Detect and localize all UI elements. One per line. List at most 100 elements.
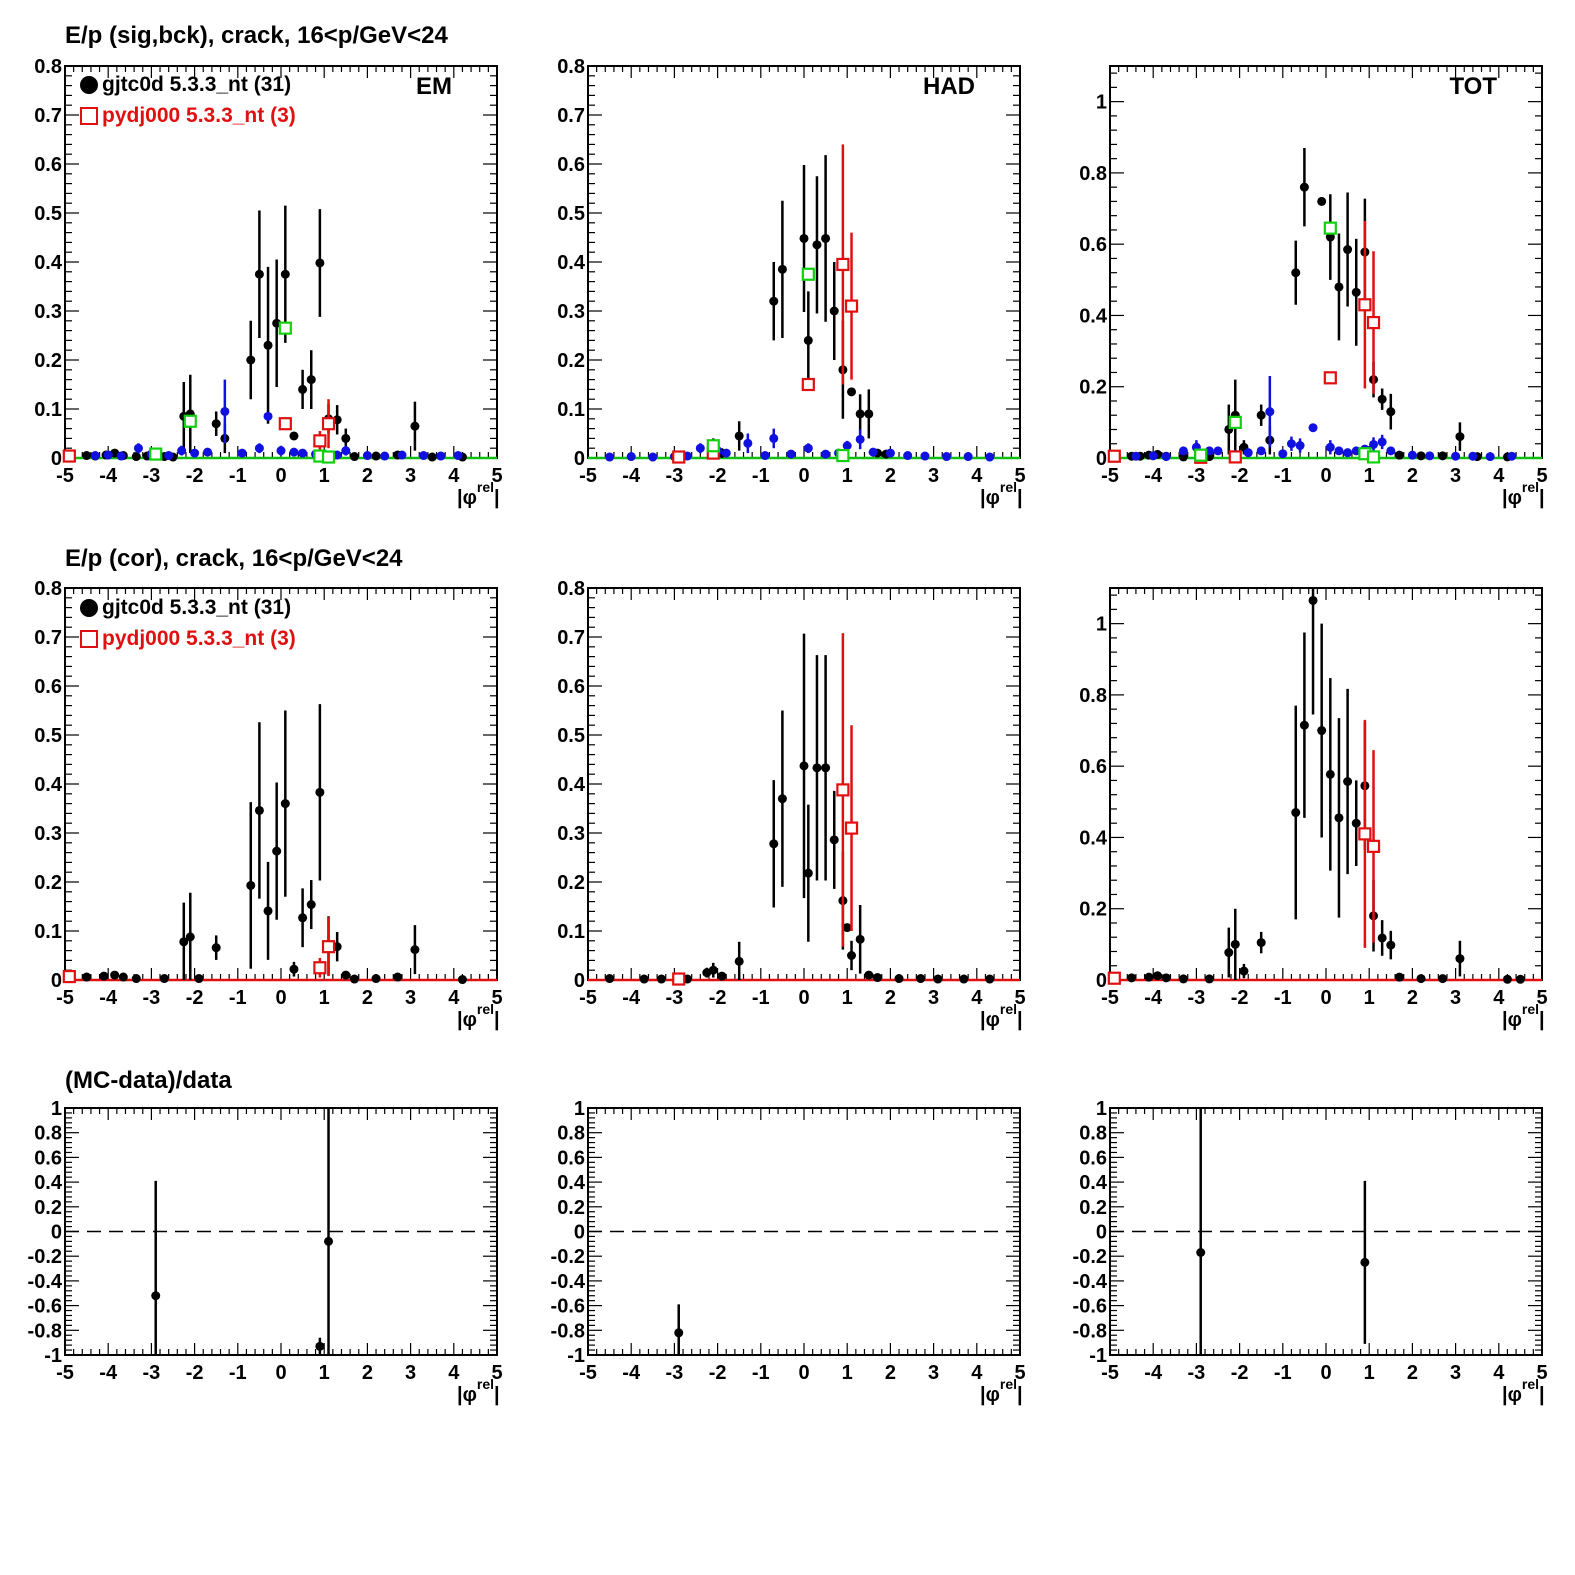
x-tick-label: 2 (1407, 465, 1418, 487)
data-point (1485, 452, 1495, 462)
x-tick-label: -1 (752, 987, 770, 1009)
data-point (371, 974, 381, 984)
x-tick-label: 1 (842, 1362, 853, 1384)
x-tick-label: -1 (1274, 465, 1292, 487)
mc-point (836, 257, 850, 272)
x-tick-label: -1 (229, 1362, 247, 1384)
panel-label: TOT (1449, 73, 1497, 100)
panel-EM-ratio: -5 -4 -3 -2 -1 0 1 2 3 4 5|φrel| -1 -0.8-0.6 -0.4 -0.2… (28, 1098, 503, 1406)
data-point (190, 448, 200, 458)
data-point (118, 972, 128, 982)
data-point (349, 452, 359, 462)
x-tick-label: -5 (579, 1362, 597, 1384)
x-tick-label: -3 (1188, 987, 1206, 1009)
panel-TOT-sig-bck: -5 -4 -3 -2 -1 0 1 2 3 4 5|φrel| 0 0.2 0.4 0.6 0.8 1 TOT (1079, 65, 1548, 509)
data-point (933, 974, 943, 984)
y-tick-label: -0.6 (551, 1296, 585, 1318)
data-point (734, 956, 744, 966)
legend-label-data: gjtc0d 5.3.3_nt (31) (102, 72, 292, 96)
data-point (324, 1236, 334, 1246)
mc-point (1107, 449, 1121, 463)
mc-point (62, 449, 76, 463)
data-point (734, 431, 744, 441)
data-point (1317, 196, 1327, 206)
data-point (1256, 938, 1266, 948)
data-point (436, 451, 446, 461)
x-axis-label: |φrel| (457, 1376, 500, 1406)
data-point (1213, 446, 1223, 456)
data-point (1394, 450, 1404, 460)
mc-point (801, 377, 815, 392)
data-point (457, 975, 467, 985)
y-tick-label: -0.6 (1073, 1296, 1107, 1318)
data-point (903, 451, 913, 461)
x-tick-label: -5 (56, 987, 74, 1009)
y-tick-label: 0.4 (557, 252, 586, 274)
y-tick-label: 0.3 (34, 823, 62, 845)
x-tick-label: -3 (666, 987, 684, 1009)
y-tick-label: 0 (1096, 448, 1107, 470)
legend-item-data: gjtc0d 5.3.3_nt (31) (80, 69, 296, 100)
x-tick-label: 4 (971, 1362, 983, 1384)
data-point (1377, 394, 1387, 404)
legend-item-mc: pydj000 5.3.3_nt (3) (80, 100, 296, 131)
data-point (868, 447, 878, 457)
data-point (847, 387, 857, 397)
x-axis-label: |φrel| (457, 1001, 500, 1031)
data-point (393, 972, 403, 982)
data-point (942, 452, 952, 462)
mc-point (1228, 415, 1242, 429)
x-tick-label: 5 (1536, 465, 1547, 487)
data-point (985, 974, 995, 984)
data-point (803, 443, 813, 453)
data-point (1351, 287, 1361, 297)
data-point (963, 452, 973, 462)
data-point (1343, 245, 1353, 255)
data-point (254, 805, 264, 815)
y-tick-label: 0.4 (34, 252, 63, 274)
data-point (626, 452, 636, 462)
data-point (254, 269, 264, 279)
y-tick-label: -0.8 (28, 1320, 62, 1342)
y-tick-label: 0.2 (557, 1197, 585, 1219)
x-tick-label: -2 (1231, 987, 1249, 1009)
data-point (1416, 974, 1426, 984)
data-point (1265, 407, 1275, 417)
data-point (179, 937, 189, 947)
x-tick-label: -5 (1101, 987, 1119, 1009)
data-point (280, 799, 290, 809)
plot-frame (587, 1107, 1021, 1356)
data-point (803, 335, 813, 345)
data-point (185, 932, 195, 942)
x-tick-label: -1 (752, 465, 770, 487)
y-tick-label: 0.2 (1079, 1197, 1107, 1219)
x-tick-label: 4 (971, 987, 983, 1009)
data-point (272, 846, 282, 856)
data-point (211, 419, 221, 429)
panel-HAD-ratio: -5 -4 -3 -2 -1 0 1 2 3 4 5|φrel| -1 -0.8-0.6 -0.4 -0.2… (551, 1098, 1026, 1406)
data-point (306, 900, 316, 910)
x-tick-label: 1 (842, 465, 853, 487)
data-point (674, 1328, 684, 1338)
data-point (1334, 813, 1344, 823)
x-tick-label: 5 (1014, 1362, 1025, 1384)
mc-point (321, 940, 336, 954)
data-point (1144, 972, 1154, 982)
x-tick-label: 2 (1407, 1362, 1418, 1384)
mc-point (62, 969, 76, 984)
x-tick-label: -4 (99, 465, 118, 487)
y-tick-label: 0.7 (34, 627, 62, 649)
row1-title: E/p (sig,bck), crack, 16<p/GeV<24 (65, 22, 448, 49)
data-point (769, 433, 779, 443)
data-point (1455, 954, 1465, 964)
data-point (410, 421, 420, 431)
mc-point (836, 448, 850, 463)
data-point (777, 794, 787, 804)
x-tick-label: -1 (752, 1362, 770, 1384)
data-point (246, 880, 256, 890)
y-tick-label: -0.4 (28, 1271, 63, 1293)
data-point (211, 943, 221, 953)
y-tick-label: 0.4 (34, 1172, 63, 1194)
y-tick-label: 0.5 (557, 725, 585, 747)
